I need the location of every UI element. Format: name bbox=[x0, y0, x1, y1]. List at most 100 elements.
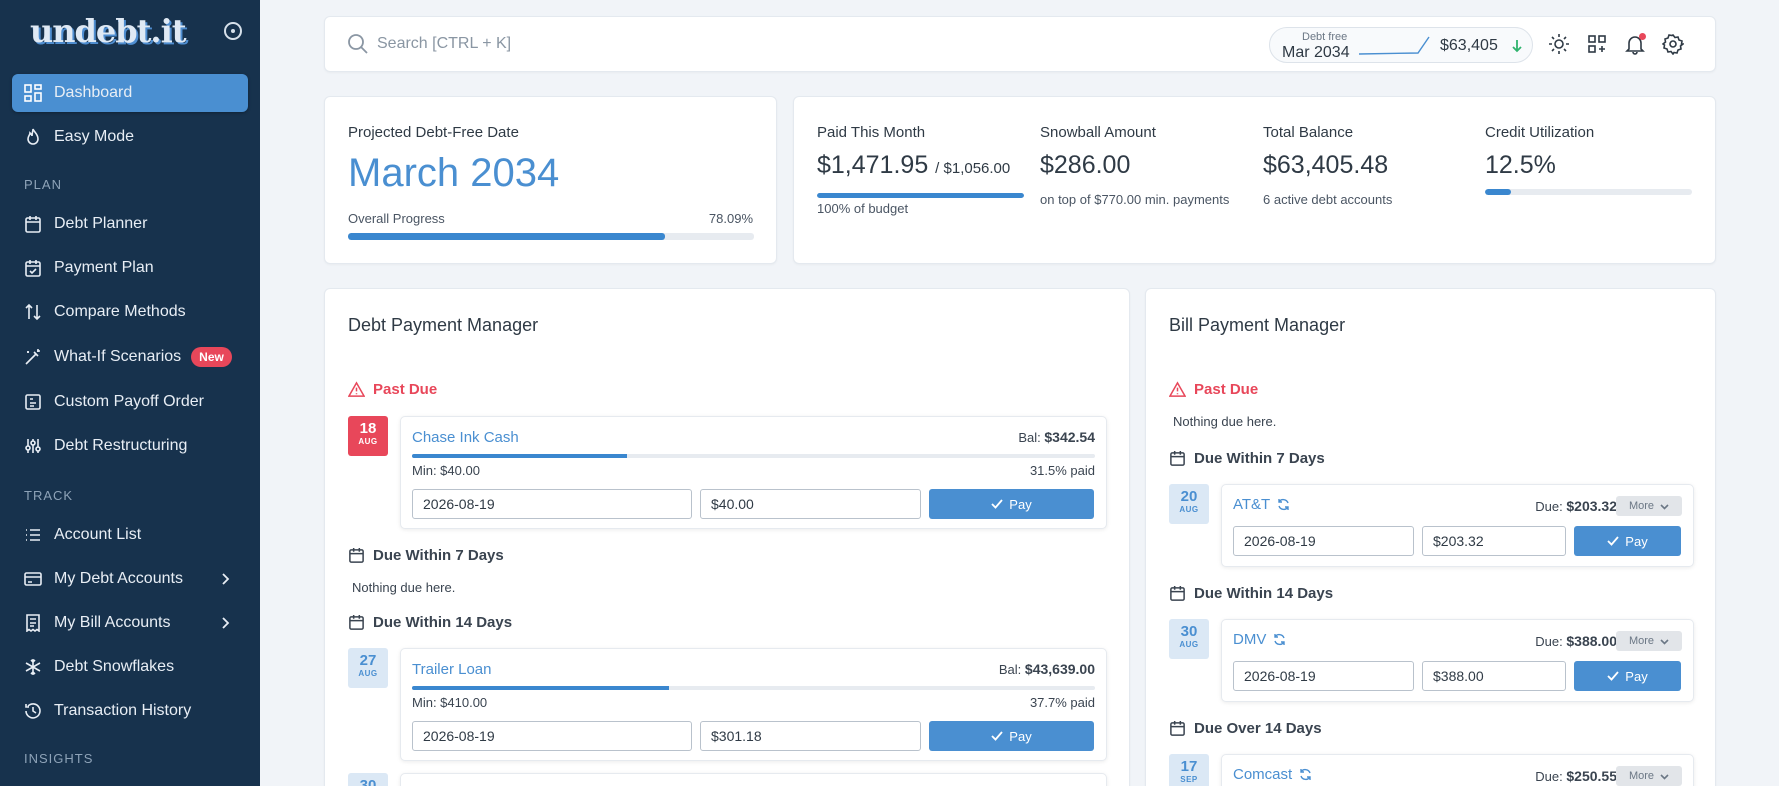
sidebar-item-my-debt-accounts[interactable]: My Debt Accounts bbox=[12, 560, 248, 598]
sidebar-item-debt-restructuring[interactable]: Debt Restructuring bbox=[12, 427, 248, 465]
credit-card-icon bbox=[24, 572, 42, 586]
pay-button[interactable]: Pay bbox=[929, 721, 1094, 751]
sidebar-item-transaction-history[interactable]: Transaction History bbox=[12, 692, 248, 730]
debt-free-widget[interactable]: Debt free Mar 2034 $63,405 bbox=[1269, 27, 1533, 63]
paid-budget: / $1,056.00 bbox=[935, 160, 1011, 177]
date-badge: 20 AUG bbox=[1169, 484, 1209, 524]
pay-button[interactable]: Pay bbox=[929, 489, 1094, 519]
calendar-icon bbox=[1170, 720, 1185, 736]
debt-progress-bar bbox=[412, 686, 1095, 690]
date-badge-month: AUG bbox=[1179, 640, 1199, 649]
bill-date-input[interactable]: 2026-08-19 bbox=[1233, 661, 1414, 691]
payment-date-input[interactable]: 2026-08-19 bbox=[412, 489, 692, 519]
paid-value: $1,471.95 / $1,056.00 bbox=[817, 151, 1010, 180]
search-input[interactable] bbox=[377, 29, 877, 59]
bell-icon[interactable] bbox=[1624, 33, 1646, 55]
bill-due-value: $203.32 bbox=[1566, 498, 1617, 514]
bill-amount-input[interactable]: $203.32 bbox=[1422, 526, 1566, 556]
bill-name[interactable]: AT&T bbox=[1233, 496, 1290, 513]
payment-date-input[interactable]: 2026-08-19 bbox=[412, 721, 692, 751]
sidebar-item-debt-planner[interactable]: Debt Planner bbox=[12, 205, 248, 243]
pay-button-label: Pay bbox=[1009, 728, 1032, 744]
pay-button[interactable]: Pay bbox=[1574, 526, 1681, 556]
calendar-icon bbox=[349, 614, 364, 630]
bill-date-input[interactable]: 2026-08-19 bbox=[1233, 526, 1414, 556]
payment-amount-input[interactable]: $301.18 bbox=[700, 721, 921, 751]
more-dropdown-button[interactable]: More bbox=[1616, 766, 1682, 786]
section-label-plan: PLAN bbox=[24, 177, 62, 192]
sidebar-item-label: Debt Snowflakes bbox=[54, 658, 175, 675]
debt-past-due-label: Past Due bbox=[373, 381, 438, 398]
pay-button[interactable]: Pay bbox=[1574, 661, 1681, 691]
credit-progress-bar bbox=[1485, 189, 1692, 195]
debt-total: $63,405 bbox=[1440, 37, 1498, 54]
gear-icon[interactable] bbox=[1662, 33, 1684, 55]
sidebar-item-what-if-scenarios[interactable]: What-If Scenarios New bbox=[12, 338, 248, 376]
date-badge: 30 AUG bbox=[1169, 619, 1209, 659]
sidebar-item-custom-payoff-order[interactable]: Custom Payoff Order bbox=[12, 383, 248, 421]
check-icon bbox=[1607, 536, 1619, 546]
debt-name[interactable]: Trailer Loan bbox=[412, 661, 492, 678]
debt-progress-fill bbox=[412, 454, 628, 458]
new-badge: New bbox=[191, 347, 232, 367]
sidebar-item-label: Account List bbox=[54, 526, 142, 543]
debt-within-7-label: Due Within 7 Days bbox=[373, 547, 504, 564]
bill-past-due-heading: Past Due bbox=[1169, 381, 1258, 398]
debt-card-trailer-loan: Trailer Loan Bal: $43,639.00 Min: $410.0… bbox=[400, 648, 1107, 761]
debt-name[interactable]: Chase Ink Cash bbox=[412, 429, 519, 446]
sidebar-item-compare-methods[interactable]: Compare Methods bbox=[12, 293, 248, 331]
sidebar-toggle-icon[interactable] bbox=[224, 22, 242, 40]
snowball-label: Snowball Amount bbox=[1040, 124, 1156, 141]
apps-grid-icon[interactable] bbox=[1586, 33, 1608, 55]
app-logo[interactable]: undebt.it bbox=[30, 12, 186, 50]
debt-balance-label: Bal: bbox=[1018, 430, 1041, 445]
debt-balance-value: $43,639.00 bbox=[1024, 661, 1095, 677]
credit-value: 12.5% bbox=[1485, 151, 1556, 179]
sidebar-item-label: Debt Planner bbox=[54, 215, 148, 232]
bill-within-7-label: Due Within 7 Days bbox=[1194, 450, 1325, 467]
sidebar-item-debt-snowflakes[interactable]: Debt Snowflakes bbox=[12, 648, 248, 686]
check-icon bbox=[991, 731, 1003, 741]
more-dropdown-button[interactable]: More bbox=[1616, 631, 1682, 651]
sidebar-item-my-bill-accounts[interactable]: My Bill Accounts bbox=[12, 604, 248, 642]
pay-button-label: Pay bbox=[1625, 668, 1648, 684]
balance-label: Total Balance bbox=[1263, 124, 1354, 141]
custom-order-icon bbox=[25, 394, 41, 410]
date-badge: 30 bbox=[348, 773, 388, 786]
date-badge-month: AUG bbox=[358, 669, 378, 678]
debt-within-7-heading: Due Within 7 Days bbox=[348, 547, 504, 564]
date-badge-day: 27 bbox=[359, 652, 377, 669]
bill-card-comcast: Comcast Due: $250.55 More bbox=[1221, 754, 1694, 786]
sidebar-item-label: Dashboard bbox=[54, 84, 133, 101]
debt-within-7-empty: Nothing due here. bbox=[352, 580, 456, 595]
warning-icon bbox=[1169, 381, 1186, 397]
bill-within-7-heading: Due Within 7 Days bbox=[1169, 450, 1325, 467]
receipt-icon bbox=[26, 614, 40, 632]
credit-progress-fill bbox=[1485, 189, 1511, 195]
sidebar-item-account-list[interactable]: Account List bbox=[12, 516, 248, 554]
date-badge: 18 AUG bbox=[348, 416, 388, 456]
sidebar-item-label: Payment Plan bbox=[54, 259, 154, 276]
debt-balance: Bal: $342.54 bbox=[1018, 429, 1095, 445]
debt-percent-paid: 31.5% paid bbox=[1029, 463, 1095, 478]
sidebar: undebt.it Dashboard Easy Mode PLAN Debt … bbox=[0, 0, 260, 786]
more-dropdown-button[interactable]: More bbox=[1616, 496, 1682, 516]
payment-amount-input[interactable]: $40.00 bbox=[700, 489, 921, 519]
bill-name[interactable]: DMV bbox=[1233, 631, 1286, 648]
bill-past-due-label: Past Due bbox=[1194, 381, 1259, 398]
sidebar-item-easy-mode[interactable]: Easy Mode bbox=[12, 118, 248, 156]
sliders-icon bbox=[25, 439, 41, 453]
sidebar-item-label: Compare Methods bbox=[54, 303, 186, 320]
sidebar-item-dashboard[interactable]: Dashboard bbox=[12, 74, 248, 112]
sidebar-item-payment-plan[interactable]: Payment Plan bbox=[12, 249, 248, 287]
bill-amount-input[interactable]: $388.00 bbox=[1422, 661, 1566, 691]
bill-name[interactable]: Comcast bbox=[1233, 766, 1312, 783]
bill-name-label: AT&T bbox=[1233, 496, 1271, 513]
bill-over-14-heading: Due Over 14 Days bbox=[1169, 720, 1322, 737]
arrow-down-icon bbox=[1512, 40, 1522, 53]
sun-icon[interactable] bbox=[1548, 33, 1570, 55]
bill-due-value: $250.55 bbox=[1566, 768, 1617, 784]
bill-manager-title: Bill Payment Manager bbox=[1169, 315, 1346, 335]
debt-balance-value: $342.54 bbox=[1044, 429, 1095, 445]
bill-within-14-heading: Due Within 14 Days bbox=[1169, 585, 1333, 602]
